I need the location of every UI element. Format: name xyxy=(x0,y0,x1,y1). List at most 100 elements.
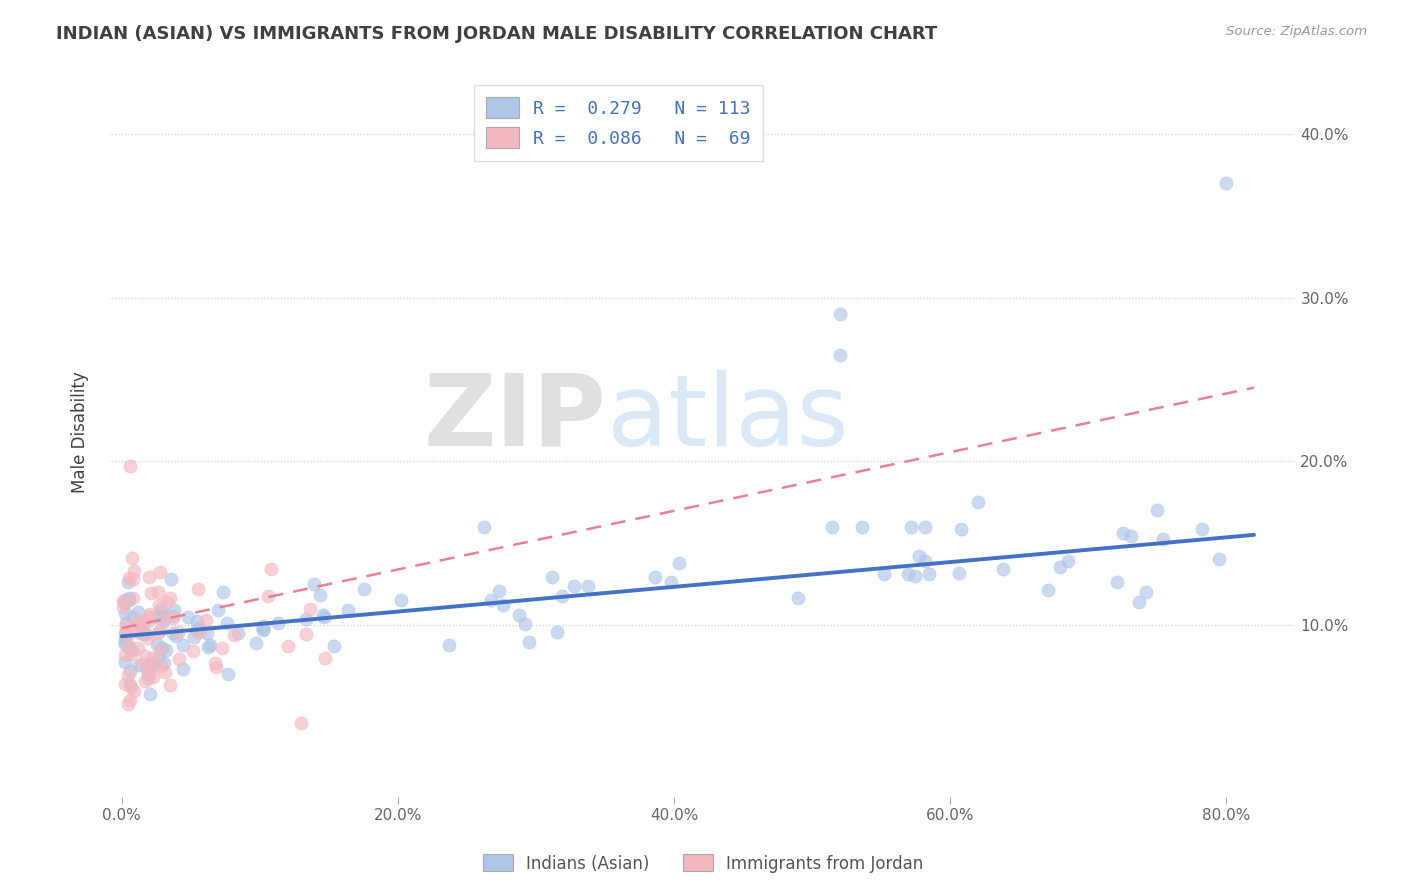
Point xyxy=(1215,176,1237,190)
Point xyxy=(160,572,183,586)
Point xyxy=(128,616,150,631)
Point xyxy=(472,519,495,533)
Point xyxy=(128,657,150,672)
Point xyxy=(204,659,226,673)
Point xyxy=(149,602,172,616)
Point xyxy=(914,554,936,568)
Point xyxy=(198,638,221,652)
Point xyxy=(1191,522,1213,536)
Point xyxy=(114,595,136,609)
Point xyxy=(576,579,599,593)
Point xyxy=(141,670,163,684)
Point xyxy=(166,624,188,639)
Point xyxy=(903,569,925,583)
Point xyxy=(181,644,204,658)
Point xyxy=(152,656,174,670)
Point xyxy=(245,636,267,650)
Point xyxy=(162,609,184,624)
Point xyxy=(309,588,332,602)
Point xyxy=(437,638,460,652)
Point xyxy=(138,570,160,584)
Point xyxy=(152,615,174,630)
Point xyxy=(1057,553,1080,567)
Point xyxy=(993,561,1015,575)
Point xyxy=(159,591,181,605)
Point xyxy=(207,602,229,616)
Point xyxy=(131,623,153,637)
Point xyxy=(150,640,173,655)
Point xyxy=(159,677,181,691)
Point xyxy=(226,626,249,640)
Point xyxy=(127,640,149,655)
Point xyxy=(149,643,172,657)
Point xyxy=(252,623,274,637)
Point xyxy=(294,626,316,640)
Point xyxy=(323,639,346,653)
Point xyxy=(1152,533,1174,547)
Point xyxy=(513,616,536,631)
Point xyxy=(146,637,169,651)
Point xyxy=(900,519,922,533)
Point xyxy=(267,615,290,630)
Point xyxy=(120,665,142,679)
Point xyxy=(165,629,187,643)
Text: atlas: atlas xyxy=(607,369,848,467)
Point xyxy=(907,549,929,563)
Point xyxy=(135,661,157,675)
Point xyxy=(139,607,162,622)
Point xyxy=(644,570,666,584)
Point xyxy=(146,625,169,640)
Point xyxy=(821,519,844,533)
Point xyxy=(212,584,235,599)
Point xyxy=(186,615,208,629)
Point xyxy=(149,606,172,620)
Text: Source: ZipAtlas.com: Source: ZipAtlas.com xyxy=(1226,25,1367,38)
Point xyxy=(353,582,375,596)
Point xyxy=(148,599,170,613)
Point xyxy=(1146,503,1168,517)
Point xyxy=(117,697,139,711)
Point xyxy=(167,652,190,666)
Point xyxy=(541,569,564,583)
Point xyxy=(135,626,157,640)
Point xyxy=(172,638,194,652)
Point xyxy=(124,564,146,578)
Point xyxy=(114,626,136,640)
Point xyxy=(492,598,515,612)
Point xyxy=(121,609,143,624)
Point xyxy=(121,550,143,565)
Point xyxy=(117,593,139,607)
Point xyxy=(914,519,936,533)
Point xyxy=(120,648,142,662)
Point xyxy=(252,619,274,633)
Point xyxy=(290,716,312,731)
Point xyxy=(112,600,135,615)
Point xyxy=(787,591,810,605)
Point xyxy=(136,614,159,628)
Point xyxy=(488,584,510,599)
Point xyxy=(122,591,145,606)
Point xyxy=(114,606,136,620)
Point xyxy=(211,641,233,656)
Point xyxy=(312,608,335,623)
Point xyxy=(138,665,160,680)
Point xyxy=(851,519,873,533)
Point xyxy=(153,611,176,625)
Point xyxy=(115,619,138,633)
Point xyxy=(1049,560,1071,574)
Point xyxy=(277,640,299,654)
Point xyxy=(149,623,172,637)
Point xyxy=(517,634,540,648)
Point xyxy=(115,628,138,642)
Point xyxy=(115,615,138,630)
Point xyxy=(194,613,217,627)
Point xyxy=(668,556,690,570)
Point xyxy=(224,628,246,642)
Point xyxy=(187,582,209,597)
Point xyxy=(217,667,239,681)
Point xyxy=(252,623,274,637)
Point xyxy=(118,591,141,606)
Point xyxy=(139,658,162,673)
Point xyxy=(118,678,141,692)
Text: INDIAN (ASIAN) VS IMMIGRANTS FROM JORDAN MALE DISABILITY CORRELATION CHART: INDIAN (ASIAN) VS IMMIGRANTS FROM JORDAN… xyxy=(56,25,938,43)
